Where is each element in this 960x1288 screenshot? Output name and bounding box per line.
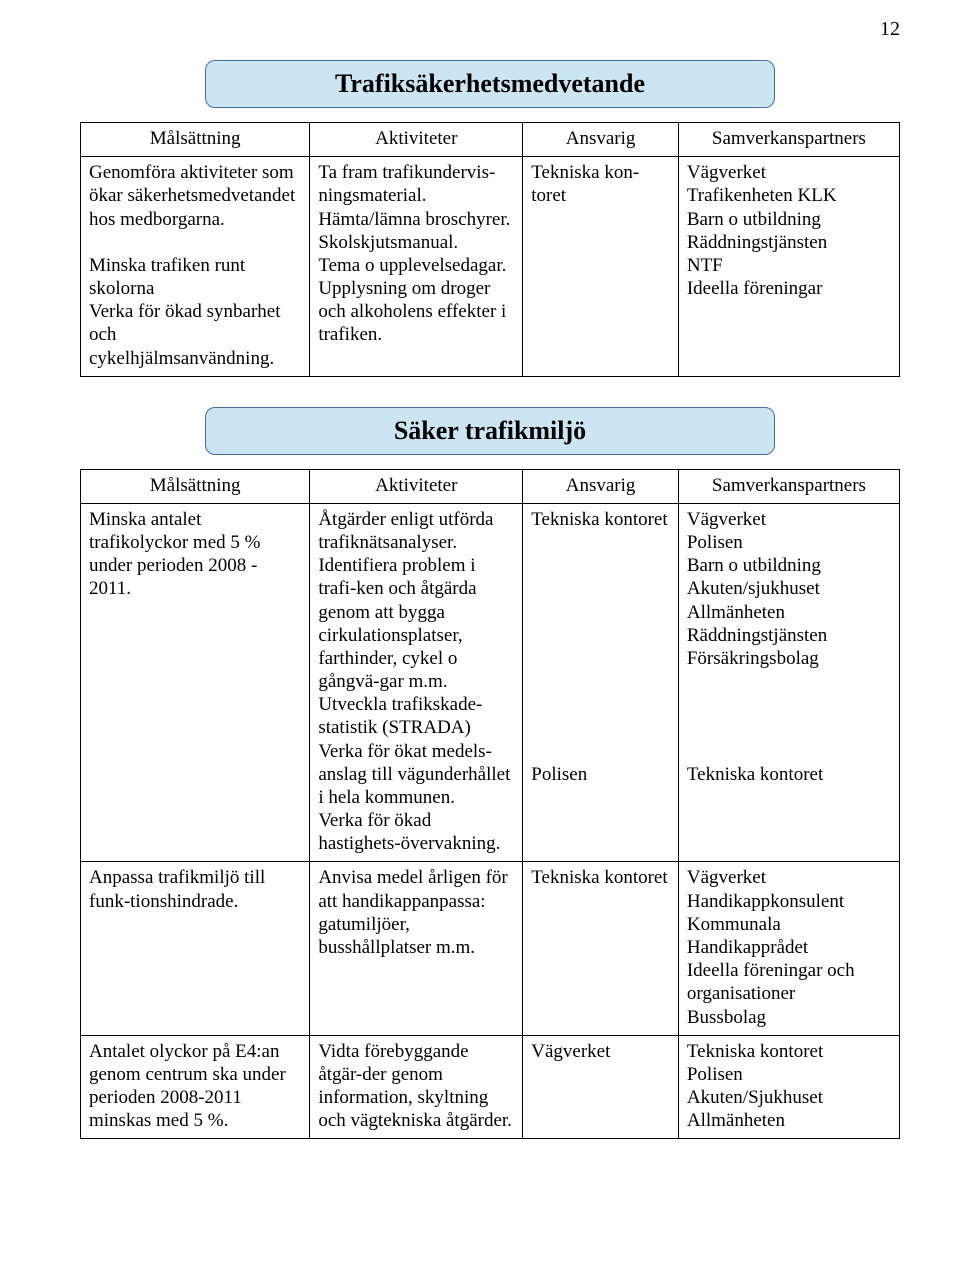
section-banner-2: Säker trafikmiljö <box>205 407 775 455</box>
cell-responsible: Tekniska kontoret Polisen <box>523 503 679 862</box>
cell-partners: Tekniska kontoretPolisenAkuten/Sjukhuset… <box>678 1035 899 1139</box>
cell-partners: VägverketHandikappkonsulentKommunala Han… <box>678 862 899 1035</box>
table-2: Målsättning Aktiviteter Ansvarig Samverk… <box>80 469 900 1140</box>
cell-activities: Anvisa medel årligen för att handikappan… <box>310 862 523 1035</box>
cell-goal: Minska antalet trafikolyckor med 5 % und… <box>81 503 310 862</box>
col-header: Aktiviteter <box>310 123 523 157</box>
col-header: Samverkanspartners <box>678 123 899 157</box>
cell-activities: Ta fram trafikundervis-ningsmaterial.Häm… <box>310 157 523 377</box>
page-number: 12 <box>880 18 900 41</box>
cell-partners: VägverketTrafikenheten KLKBarn o utbildn… <box>678 157 899 377</box>
table-row: Minska antalet trafikolyckor med 5 % und… <box>81 503 900 862</box>
cell-goal: Antalet olyckor på E4:an genom centrum s… <box>81 1035 310 1139</box>
cell-activities: Åtgärder enligt utförda trafiknätsanalys… <box>310 503 523 862</box>
cell-partners: VägverketPolisenBarn o utbildningAkuten/… <box>678 503 899 862</box>
col-header: Målsättning <box>81 123 310 157</box>
col-header: Målsättning <box>81 469 310 503</box>
col-header: Samverkanspartners <box>678 469 899 503</box>
col-header: Ansvarig <box>523 469 679 503</box>
section-banner-1: Trafiksäkerhetsmedvetande <box>205 60 775 108</box>
cell-activities: Vidta förebyggande åtgär-der genom infor… <box>310 1035 523 1139</box>
cell-responsible: Tekniska kon-toret <box>523 157 679 377</box>
table-row: Genomföra aktiviteter som ökar säkerhets… <box>81 157 900 377</box>
col-header: Ansvarig <box>523 123 679 157</box>
cell-responsible: Tekniska kontoret <box>523 862 679 1035</box>
col-header: Aktiviteter <box>310 469 523 503</box>
table-row: Anpassa trafikmiljö till funk-tionshindr… <box>81 862 900 1035</box>
cell-goal: Genomföra aktiviteter som ökar säkerhets… <box>81 157 310 377</box>
table-1: Målsättning Aktiviteter Ansvarig Samverk… <box>80 122 900 377</box>
table-row: Antalet olyckor på E4:an genom centrum s… <box>81 1035 900 1139</box>
table-header-row: Målsättning Aktiviteter Ansvarig Samverk… <box>81 123 900 157</box>
cell-responsible: Vägverket <box>523 1035 679 1139</box>
cell-goal: Anpassa trafikmiljö till funk-tionshindr… <box>81 862 310 1035</box>
table-header-row: Målsättning Aktiviteter Ansvarig Samverk… <box>81 469 900 503</box>
